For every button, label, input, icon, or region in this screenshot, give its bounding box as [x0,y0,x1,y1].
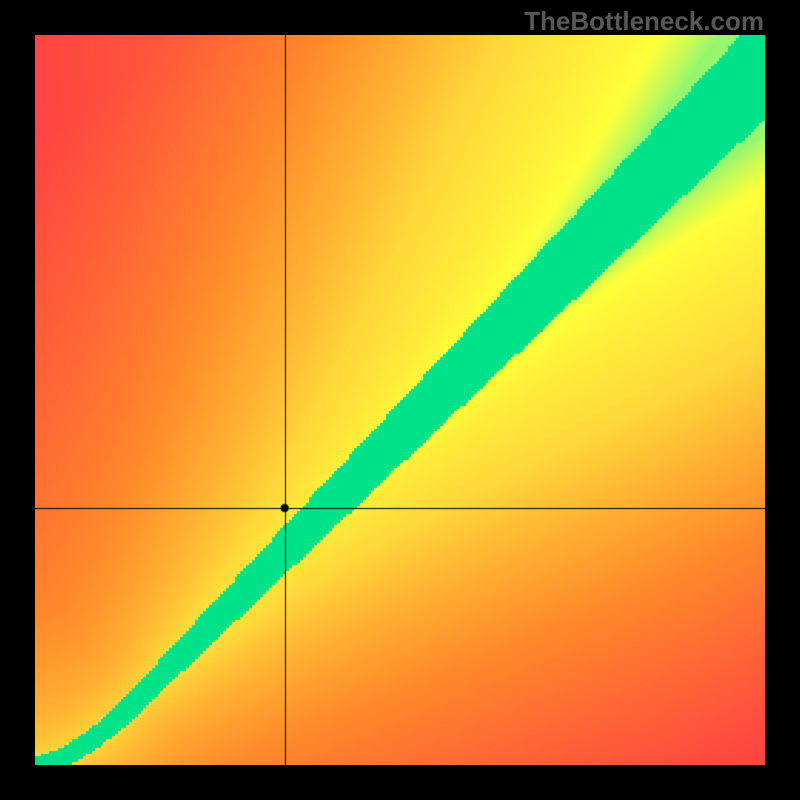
bottleneck-heatmap [35,35,765,765]
plot-frame [0,0,800,800]
watermark-text: TheBottleneck.com [524,6,764,37]
